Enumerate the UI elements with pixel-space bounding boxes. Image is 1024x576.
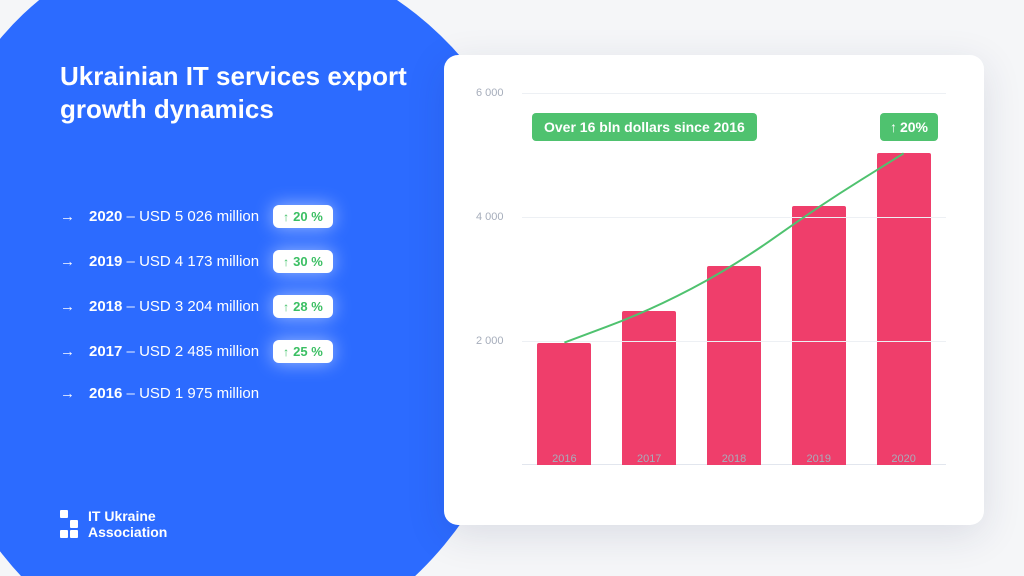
stage: Ukrainian IT services export growth dyna… bbox=[0, 0, 1024, 576]
chart: Over 16 bln dollars since 2016 ↑20% 2016… bbox=[472, 83, 956, 505]
stats-list: → 2020 – USD 5 026 million ↑20 % → 2019 … bbox=[60, 205, 460, 402]
stat-row: → 2020 – USD 5 026 million ↑20 % bbox=[60, 205, 460, 228]
arrow-up-icon: ↑ bbox=[283, 255, 289, 269]
x-tick-label: 2017 bbox=[637, 453, 661, 465]
x-tick-label: 2018 bbox=[722, 453, 746, 465]
arrow-up-icon: ↑ bbox=[283, 300, 289, 314]
y-tick-label: 6 000 bbox=[476, 87, 504, 99]
stat-amount: USD 3 204 million bbox=[139, 298, 259, 315]
arrow-right-icon: → bbox=[60, 343, 75, 360]
bar bbox=[707, 266, 761, 465]
bar bbox=[877, 153, 931, 465]
chart-top-badge: ↑20% bbox=[880, 113, 938, 141]
arrow-right-icon: → bbox=[60, 208, 75, 225]
brand-logo: IT Ukraine Association bbox=[60, 508, 167, 540]
y-tick-label: 2 000 bbox=[476, 335, 504, 347]
stat-row: → 2016 – USD 1 975 million bbox=[60, 385, 460, 402]
arrow-right-icon: → bbox=[60, 385, 75, 402]
y-tick-label: 4 000 bbox=[476, 211, 504, 223]
x-tick-label: 2020 bbox=[891, 453, 915, 465]
stat-year: 2019 bbox=[89, 253, 122, 270]
stat-year: 2020 bbox=[89, 208, 122, 225]
x-tick-label: 2016 bbox=[552, 453, 576, 465]
arrow-up-icon: ↑ bbox=[890, 119, 897, 135]
plot-area: 20162017201820192020 2 0004 0006 000 bbox=[522, 93, 946, 465]
stat-year: 2018 bbox=[89, 298, 122, 315]
stat-amount: USD 1 975 million bbox=[139, 385, 259, 402]
x-labels: 2016 2017 2018 2019 2020 bbox=[522, 453, 946, 465]
stat-amount: USD 2 485 million bbox=[139, 343, 259, 360]
growth-badge: ↑25 % bbox=[273, 340, 333, 363]
left-column: Ukrainian IT services export growth dyna… bbox=[60, 60, 460, 402]
stat-year: 2016 bbox=[89, 385, 122, 402]
bar bbox=[537, 343, 591, 465]
bars-container bbox=[522, 93, 946, 465]
chart-card: Over 16 bln dollars since 2016 ↑20% 2016… bbox=[444, 55, 984, 525]
stat-row: → 2017 – USD 2 485 million ↑25 % bbox=[60, 340, 460, 363]
growth-badge: ↑28 % bbox=[273, 295, 333, 318]
chart-banner: Over 16 bln dollars since 2016 bbox=[532, 113, 757, 141]
arrow-up-icon: ↑ bbox=[283, 210, 289, 224]
stat-amount: USD 5 026 million bbox=[139, 208, 259, 225]
bar bbox=[622, 311, 676, 465]
stat-row: → 2019 – USD 4 173 million ↑30 % bbox=[60, 250, 460, 273]
bar bbox=[792, 206, 846, 465]
gridline bbox=[522, 217, 946, 218]
stat-amount: USD 4 173 million bbox=[139, 253, 259, 270]
page-title: Ukrainian IT services export growth dyna… bbox=[60, 60, 460, 125]
growth-badge: ↑20 % bbox=[273, 205, 333, 228]
arrow-up-icon: ↑ bbox=[283, 345, 289, 359]
logo-text: IT Ukraine Association bbox=[88, 508, 167, 540]
stat-year: 2017 bbox=[89, 343, 122, 360]
growth-badge: ↑30 % bbox=[273, 250, 333, 273]
stat-row: → 2018 – USD 3 204 million ↑28 % bbox=[60, 295, 460, 318]
gridline bbox=[522, 341, 946, 342]
arrow-right-icon: → bbox=[60, 298, 75, 315]
x-tick-label: 2019 bbox=[807, 453, 831, 465]
gridline bbox=[522, 93, 946, 94]
arrow-right-icon: → bbox=[60, 253, 75, 270]
logo-icon bbox=[60, 510, 78, 538]
